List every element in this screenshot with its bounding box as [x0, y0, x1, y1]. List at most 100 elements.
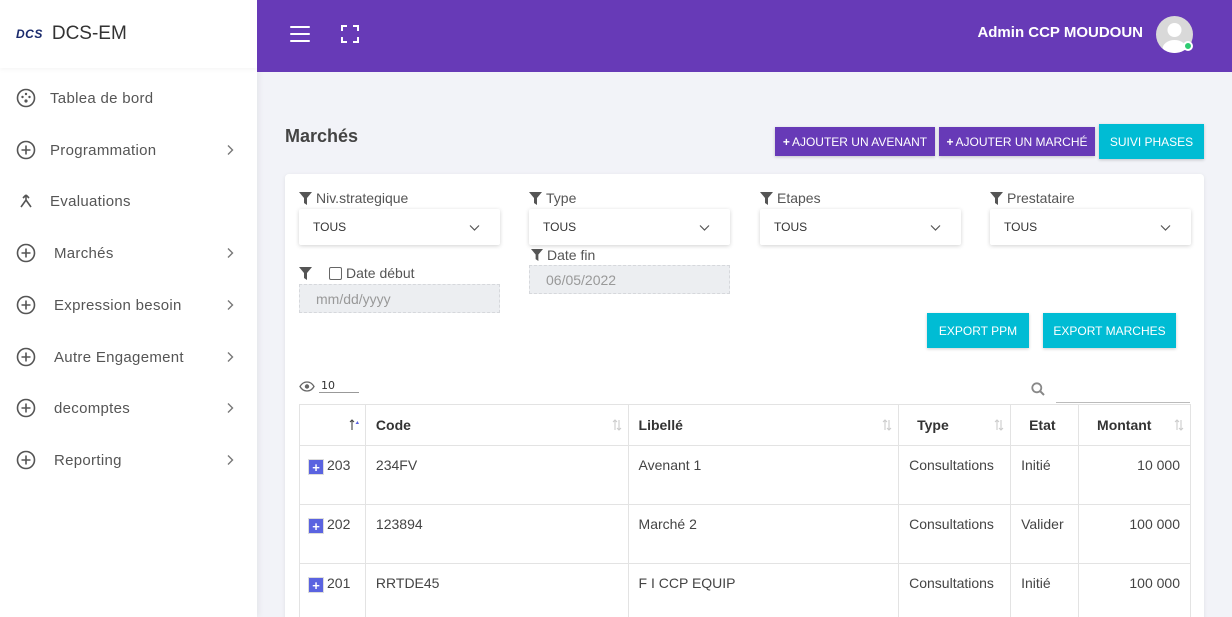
sidebar-item-marches[interactable]: Marchés: [0, 227, 257, 279]
plus-circle-icon: [16, 398, 36, 418]
column-header-libelle[interactable]: Libellé: [627, 404, 900, 446]
sort-icon: [1174, 419, 1184, 431]
cell-type: Consultations: [898, 445, 1012, 505]
cell-id: +201: [299, 563, 366, 617]
cell-montant: 10 000: [1078, 445, 1191, 505]
column-header-label: Code: [375, 417, 411, 433]
sidebar-item-evaluations[interactable]: Evaluations: [0, 175, 257, 227]
sidebar-item-label: Expression besoin: [54, 296, 182, 314]
chevron-right-icon: [227, 145, 234, 155]
filter-etapes-label: Etapes: [760, 190, 821, 206]
filter-icon: [299, 266, 312, 280]
plus-circle-icon: [16, 295, 36, 315]
user-name[interactable]: Admin CCP MOUDOUN: [977, 24, 1143, 41]
column-header-label: Libellé: [638, 417, 683, 433]
sidebar: DCS DCS-EM Tablea de bord Programmation …: [0, 0, 257, 617]
chevron-right-icon: [227, 352, 234, 362]
table-row[interactable]: +201 RRTDE45 F I CCP EQUIP Consultations…: [299, 563, 1191, 617]
plus-circle-icon: [16, 243, 36, 263]
sidebar-item-label: decomptes: [54, 399, 131, 417]
date-fin-text: Date fin: [547, 247, 596, 263]
add-marche-button[interactable]: + AJOUTER UN MARCHÉ: [939, 127, 1095, 156]
search-input[interactable]: [1056, 402, 1190, 403]
type-value: TOUS: [543, 220, 577, 234]
chevron-down-icon: [930, 225, 941, 231]
chevron-right-icon: [227, 300, 234, 310]
page-size-control[interactable]: 10: [299, 379, 359, 393]
cell-type: Consultations: [898, 504, 1012, 564]
sidebar-item-decomptes[interactable]: decomptes: [0, 382, 257, 434]
date-debut-checkbox[interactable]: [329, 266, 342, 280]
page-title: Marchés: [285, 126, 359, 146]
cell-libelle: Marché 2: [627, 504, 900, 564]
column-header-type[interactable]: Type: [898, 404, 1012, 446]
add-avenant-label: AJOUTER UN AVENANT: [791, 134, 928, 149]
column-header-etat[interactable]: Etat: [1010, 404, 1080, 446]
expand-row-icon[interactable]: +: [308, 577, 324, 593]
filter-niv-text: Niv.strategique: [316, 190, 409, 206]
filter-type-label: Type: [529, 190, 576, 206]
app-name: DCS-EM: [51, 23, 127, 44]
table-row[interactable]: +203 234FV Avenant 1 Consultations Initi…: [299, 445, 1191, 505]
table-row[interactable]: +202 123894 Marché 2 Consultations Valid…: [299, 504, 1191, 564]
sidebar-item-dashboard[interactable]: Tablea de bord: [0, 72, 257, 124]
export-marches-button[interactable]: EXPORT MARCHES: [1043, 313, 1176, 348]
column-header-code[interactable]: Code: [364, 404, 629, 446]
evaluation-icon: [16, 191, 36, 211]
search-icon: [1031, 382, 1045, 396]
niv-strategique-value: TOUS: [313, 220, 347, 234]
type-select[interactable]: TOUS: [529, 209, 730, 245]
sort-asc-icon: [349, 419, 359, 430]
niv-strategique-select[interactable]: TOUS: [299, 209, 500, 245]
chevron-right-icon: [227, 403, 234, 413]
column-header-label: Montant: [1097, 417, 1152, 433]
sidebar-item-reporting[interactable]: Reporting: [0, 434, 257, 486]
cell-code: RRTDE45: [364, 563, 629, 617]
cell-id: +203: [299, 445, 366, 505]
export-ppm-button[interactable]: EXPORT PPM: [927, 313, 1029, 348]
plus-icon: +: [946, 134, 954, 149]
etapes-select[interactable]: TOUS: [760, 209, 961, 245]
menu-toggle-icon[interactable]: [290, 26, 310, 42]
marches-table: Code Libellé Type Etat Montant +203 234F…: [299, 404, 1191, 617]
chevron-down-icon: [1160, 225, 1171, 231]
sort-icon: [994, 419, 1004, 431]
sidebar-item-autre-engagement[interactable]: Autre Engagement: [0, 331, 257, 383]
filter-prestataire-label: Prestataire: [990, 190, 1075, 206]
column-header-label: Etat: [1029, 417, 1056, 433]
sidebar-item-programmation[interactable]: Programmation: [0, 124, 257, 176]
fullscreen-icon[interactable]: [341, 25, 359, 43]
expand-row-icon[interactable]: +: [308, 459, 324, 475]
sort-icon: [612, 419, 621, 431]
date-debut-input[interactable]: mm/dd/yyyy: [299, 284, 500, 313]
plus-circle-icon: [16, 347, 36, 367]
row-id: 201: [327, 575, 351, 591]
prestataire-value: TOUS: [1004, 220, 1038, 234]
prestataire-select[interactable]: TOUS: [990, 209, 1191, 245]
filter-type-text: Type: [546, 190, 577, 206]
cell-etat: Valider: [1010, 504, 1080, 564]
brand[interactable]: DCS DCS-EM: [0, 0, 257, 68]
filter-icon: [760, 191, 773, 205]
eye-icon: [299, 380, 315, 392]
column-header-montant[interactable]: Montant: [1078, 404, 1191, 446]
online-status-dot: [1183, 41, 1193, 51]
add-marche-label: AJOUTER UN MARCHÉ: [955, 134, 1088, 149]
date-fin-input[interactable]: 06/05/2022: [529, 265, 730, 294]
expand-row-icon[interactable]: +: [308, 518, 324, 534]
cell-montant: 100 000: [1078, 504, 1191, 564]
filter-niv-label: Niv.strategique: [299, 190, 408, 206]
filter-date-fin-label: Date fin: [531, 247, 595, 263]
page-size-value[interactable]: 10: [319, 379, 359, 393]
sidebar-item-expression-besoin[interactable]: Expression besoin: [0, 279, 257, 331]
date-debut-text: Date début: [346, 265, 415, 281]
sidebar-item-label: Autre Engagement: [54, 348, 184, 366]
filter-icon: [990, 191, 1003, 205]
cell-etat: Initié: [1010, 563, 1080, 617]
suivi-phases-button[interactable]: SUIVI PHASES: [1099, 124, 1204, 159]
cell-code: 234FV: [364, 445, 629, 505]
etapes-value: TOUS: [774, 220, 808, 234]
chevron-down-icon: [469, 225, 480, 231]
add-avenant-button[interactable]: + AJOUTER UN AVENANT: [775, 127, 935, 156]
column-header-id[interactable]: [299, 404, 366, 446]
